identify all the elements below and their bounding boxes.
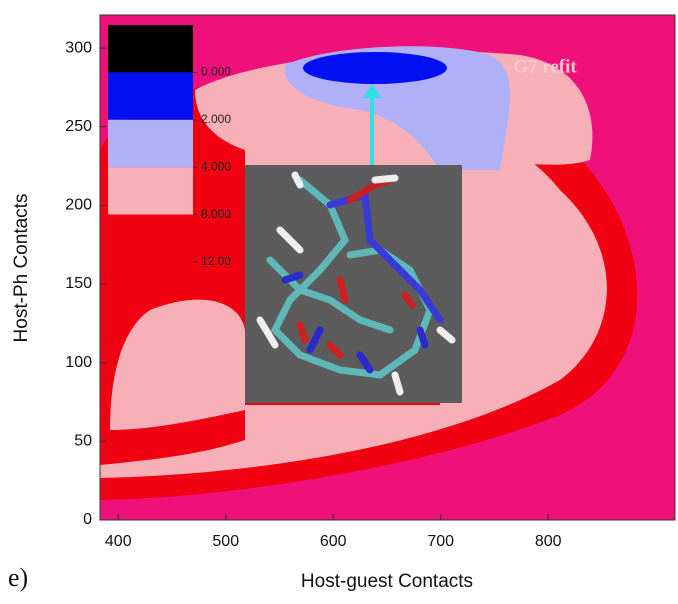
y-tick-label: 250 — [65, 118, 92, 135]
legend-label: 4.000 — [201, 159, 231, 173]
y-tick-label: 0 — [83, 511, 92, 528]
y-tick-label: 150 — [65, 275, 92, 292]
legend-label: 2.000 — [201, 112, 231, 126]
plot-frame — [99, 14, 676, 521]
legend-label: 8.000 — [201, 207, 231, 221]
x-tick-label: 400 — [105, 533, 132, 550]
y-tick-label: 200 — [65, 197, 92, 214]
x-tick-label: 600 — [320, 533, 347, 550]
contour-region — [110, 299, 245, 430]
x-axis-label: Host-guest Contacts — [301, 571, 473, 592]
legend-swatch — [108, 25, 193, 73]
legend-swatch — [108, 119, 193, 168]
x-tick-label: 800 — [535, 533, 562, 550]
contour-region — [303, 52, 447, 84]
legend: 0.000 2.000 4.000 8.000 12.00 — [108, 25, 231, 268]
panel-label: e) — [8, 563, 28, 592]
legend-swatch — [108, 72, 193, 120]
x-tick-label: 700 — [427, 533, 454, 550]
annotation: G7 refit — [513, 56, 577, 77]
legend-swatch — [108, 214, 193, 262]
y-tick-label: 100 — [65, 354, 92, 371]
molecule-inset — [245, 165, 462, 403]
legend-swatch — [108, 167, 193, 215]
axes: 400 500 600 700 800 0 50 100 150 200 250 300 — [65, 39, 561, 550]
contour-region — [100, 133, 607, 478]
arrow — [363, 84, 381, 165]
y-tick-label: 50 — [74, 433, 92, 450]
y-axis-label: Host-Ph Contacts — [11, 194, 32, 343]
x-tick-label: 500 — [212, 533, 239, 550]
legend-label: 0.000 — [201, 65, 231, 79]
legend-label: 12.00 — [201, 254, 231, 268]
y-tick-label: 300 — [65, 39, 92, 56]
